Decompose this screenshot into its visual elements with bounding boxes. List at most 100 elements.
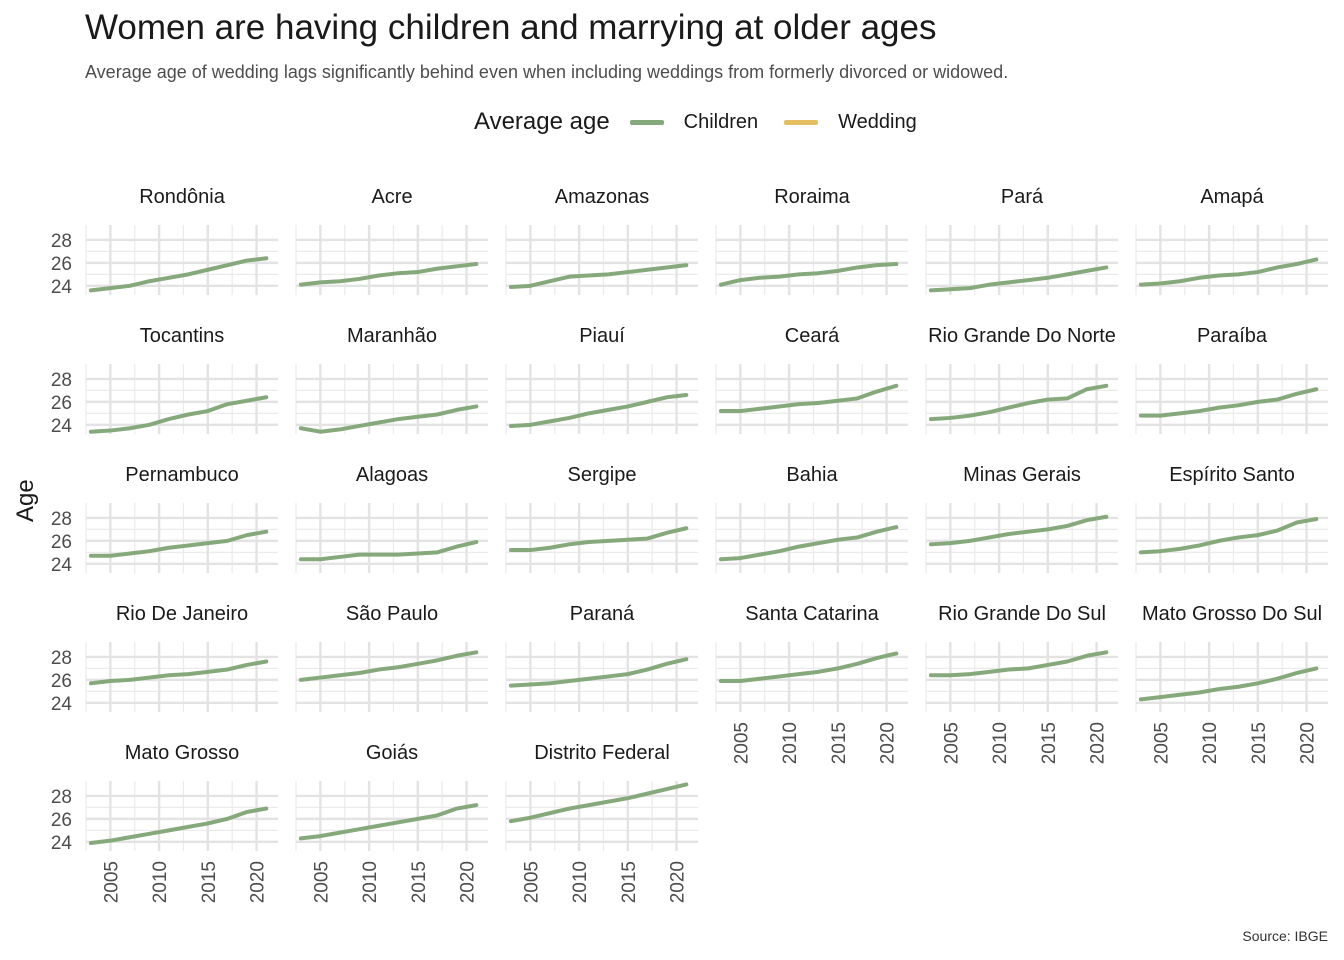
gridlines <box>1135 225 1328 295</box>
gridlines <box>505 364 698 434</box>
x-tick-label: 2010 <box>780 722 801 764</box>
gridlines <box>925 364 1118 434</box>
series-line-children <box>88 256 269 293</box>
y-tick-label: 24 <box>51 277 73 298</box>
gridlines <box>715 364 908 434</box>
series-line-children <box>928 650 1109 678</box>
series-line-children <box>88 529 269 558</box>
series-line-children <box>1138 387 1319 418</box>
gridlines <box>925 503 1118 573</box>
series-line-children <box>928 514 1109 547</box>
series-line-children <box>298 540 479 562</box>
facet-alagoas: Alagoas <box>295 464 488 573</box>
facet-santa-catarina: Santa Catarina 2005 2010 2015 2020 <box>715 603 908 764</box>
y-tick-label: 28 <box>51 787 72 808</box>
x-tick-label: 2010 <box>360 861 381 903</box>
facet-ceara: Ceará <box>715 325 908 434</box>
series-line-children <box>718 525 899 562</box>
gridlines <box>715 225 908 295</box>
x-tick-label: 2005 <box>941 722 962 764</box>
x-tick-label: 2020 <box>1298 722 1319 764</box>
series-line-children <box>298 650 479 682</box>
facet-title: Maranhão <box>347 325 437 347</box>
gridlines <box>85 642 278 712</box>
facet-rio-grande-do-norte: Rio Grande Do Norte <box>925 325 1118 434</box>
series-line-children <box>718 262 899 287</box>
facet-title: Pernambuco <box>125 464 238 486</box>
gridlines <box>715 642 908 712</box>
facet-mato-grosso-do-sul: Mato Grosso Do Sul 2005 2010 2015 2020 <box>1135 603 1328 764</box>
facet-amazonas: Amazonas <box>505 186 698 295</box>
gridlines <box>925 225 1118 295</box>
x-tick-label: 2005 <box>521 861 542 903</box>
y-tick-label: 28 <box>51 509 72 530</box>
facet-title: Bahia <box>786 464 838 486</box>
facet-parana: Paraná <box>505 603 698 712</box>
legend-title: Average age <box>474 108 610 135</box>
facet-title: Santa Catarina <box>745 603 879 625</box>
facet-title: Paraíba <box>1197 325 1268 347</box>
facet-title: Acre <box>371 186 412 208</box>
series-line-children <box>508 657 689 688</box>
facet-title: Roraima <box>774 186 850 208</box>
series-line-children <box>508 526 689 553</box>
y-tick-label: 24 <box>51 555 73 576</box>
facet-title: Rio Grande Do Norte <box>928 325 1116 347</box>
x-tick-label: 2020 <box>248 861 269 903</box>
series-line-children <box>508 263 689 289</box>
series-line-children <box>1138 257 1319 287</box>
series-line-children <box>88 395 269 434</box>
gridlines <box>295 364 488 434</box>
x-tick-label: 2015 <box>619 861 640 903</box>
x-tick-label: 2010 <box>150 861 171 903</box>
x-tick-label: 2005 <box>311 861 332 903</box>
y-tick-label: 24 <box>51 694 73 715</box>
facet-sao-paulo: São Paulo <box>295 603 488 712</box>
facet-piaui: Piauí <box>505 325 698 434</box>
y-tick-label: 26 <box>51 810 72 831</box>
gridlines <box>505 781 698 851</box>
facet-espirito-santo: Espírito Santo <box>1135 464 1328 573</box>
gridlines <box>85 364 278 434</box>
x-tick-label: 2015 <box>1249 722 1270 764</box>
facet-title: Paraná <box>570 603 635 625</box>
facet-title: Amapá <box>1200 186 1264 208</box>
facet-para: Pará <box>925 186 1118 295</box>
x-tick-label: 2010 <box>990 722 1011 764</box>
facet-title: Mato Grosso Do Sul <box>1142 603 1322 625</box>
facet-title: Mato Grosso <box>125 742 239 764</box>
gridlines <box>1135 364 1328 434</box>
gridlines <box>295 642 488 712</box>
facet-title: Ceará <box>785 325 840 347</box>
x-tick-label: 2015 <box>199 861 220 903</box>
gridlines <box>1135 642 1328 712</box>
y-tick-label: 26 <box>51 393 72 414</box>
x-tick-label: 2015 <box>829 722 850 764</box>
x-tick-label: 2005 <box>731 722 752 764</box>
x-tick-label: 2015 <box>1039 722 1060 764</box>
gridlines <box>85 503 278 573</box>
series-line-children <box>508 392 689 428</box>
facet-title: Rio De Janeiro <box>116 603 248 625</box>
y-tick-label: 24 <box>51 416 73 437</box>
legend-label-wedding: Wedding <box>838 110 917 133</box>
legend: Average age Children Wedding <box>474 106 943 138</box>
facet-maranhao: Maranhão <box>295 325 488 434</box>
gridlines <box>295 225 488 295</box>
series-line-children <box>298 262 479 287</box>
facet-title: Espírito Santo <box>1169 464 1295 486</box>
series-line-children <box>928 265 1109 293</box>
x-tick-label: 2005 <box>1151 722 1172 764</box>
facet-title: Goiás <box>366 742 418 764</box>
facet-title: Pará <box>1001 186 1044 208</box>
legend-label-children: Children <box>683 110 759 133</box>
y-tick-label: 24 <box>51 833 73 854</box>
facet-paraiba: Paraíba <box>1135 325 1328 434</box>
facet-goias: Goiás 2005 2010 2015 2020 <box>295 742 488 903</box>
